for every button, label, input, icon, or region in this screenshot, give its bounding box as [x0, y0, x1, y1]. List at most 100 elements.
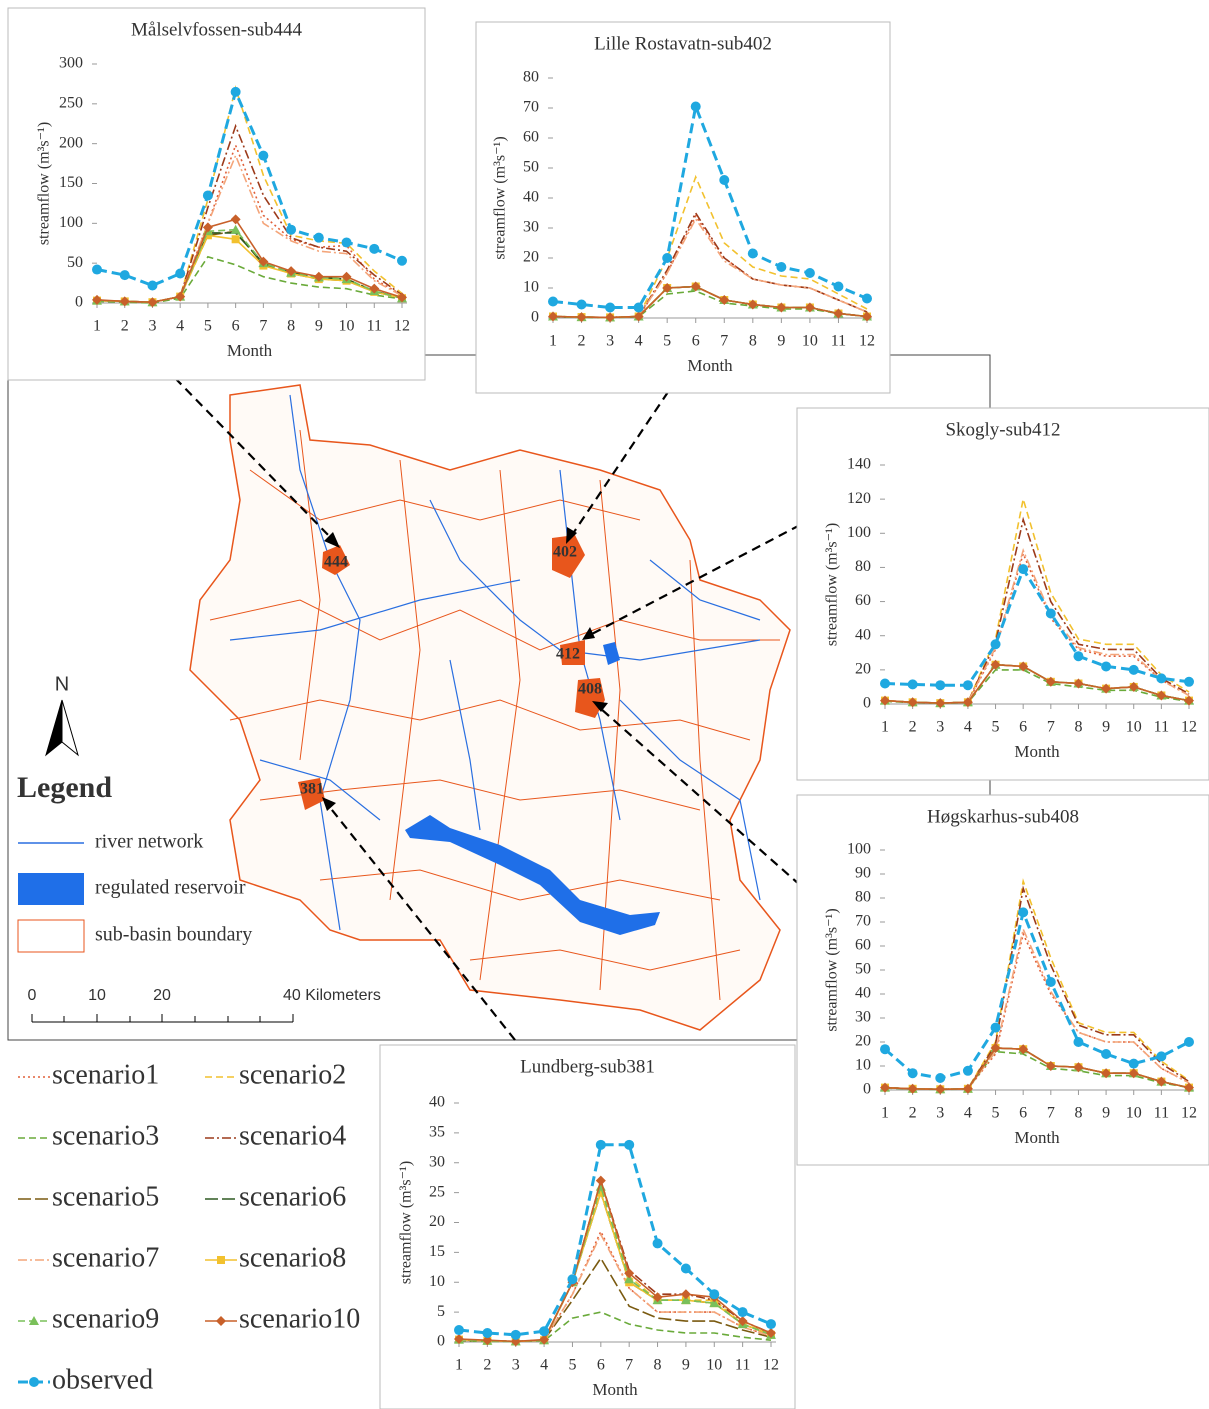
y-tick-label: 25 [429, 1183, 445, 1200]
legend-label: scenario7 [52, 1242, 159, 1273]
point [880, 678, 890, 689]
point [1101, 1049, 1112, 1059]
y-tick-label: 120 [847, 490, 871, 507]
x-tick-label: 11 [1154, 719, 1169, 736]
y-tick-label: 20 [429, 1213, 445, 1230]
y-tick-label: 90 [855, 865, 871, 882]
y-tick-label: 15 [429, 1243, 445, 1260]
x-tick-label: 7 [1047, 1105, 1055, 1122]
point [1018, 564, 1029, 575]
y-tick-label: 60 [855, 937, 871, 954]
x-tick-label: 1 [93, 318, 101, 335]
point [990, 659, 1001, 670]
north-label: N [55, 673, 69, 695]
point [605, 312, 616, 323]
x-tick-label: 1 [549, 333, 557, 350]
legend-label: scenario1 [52, 1059, 159, 1090]
point [1045, 608, 1056, 619]
x-tick-label: 7 [259, 318, 267, 335]
legend-marker [29, 1377, 39, 1387]
point [313, 271, 324, 282]
y-tick-label: 60 [855, 592, 871, 609]
map-legend-item: river network [95, 831, 203, 853]
legend-label: scenario2 [239, 1059, 346, 1090]
point [962, 697, 973, 708]
series-line [884, 516, 1190, 704]
point [510, 1329, 521, 1340]
y-tick-label: 100 [847, 524, 871, 541]
point [397, 292, 407, 303]
point [1045, 977, 1056, 987]
chart-box [796, 407, 1209, 781]
point [907, 1068, 918, 1079]
x-tick-label: 11 [831, 333, 846, 350]
point [539, 1334, 550, 1345]
point [1156, 690, 1167, 701]
y-tick-label: 70 [523, 99, 539, 116]
chart: Høgskarhus-sub408 0 10 20 30 40 50 60 70 80 90 100 1… [796, 794, 1209, 1166]
point [737, 1307, 748, 1318]
point [747, 299, 758, 310]
chart-title: Målselvfossen-sub444 [131, 19, 302, 40]
y-tick-label: 100 [847, 841, 871, 858]
point [230, 86, 241, 97]
x-tick-label: 7 [625, 1357, 633, 1374]
x-tick-label: 3 [512, 1357, 520, 1374]
point [369, 243, 380, 254]
y-tick-label: 10 [855, 1057, 871, 1074]
site-area [560, 640, 585, 665]
sub-basin-boundaries [209, 429, 780, 1001]
point [652, 1292, 663, 1303]
x-tick-label: 4 [964, 719, 972, 736]
y-tick-label: 0 [863, 695, 871, 712]
point [1018, 1044, 1029, 1055]
point [935, 1073, 946, 1083]
legend-label: scenario5 [52, 1181, 159, 1212]
x-axis-title: Month [592, 1380, 638, 1399]
site-label: 381 [300, 781, 324, 798]
point [567, 1274, 578, 1285]
point [662, 253, 673, 263]
point [605, 302, 616, 313]
x-tick-label: 12 [763, 1357, 779, 1374]
y-tick-label: 10 [429, 1273, 445, 1290]
legend-label: scenario6 [239, 1181, 346, 1212]
x-tick-label: 3 [936, 719, 944, 736]
y-tick-label: 5 [437, 1303, 445, 1320]
y-tick-label: 0 [863, 1081, 871, 1098]
scale-label: 40 Kilometers [283, 987, 381, 1004]
legend-label: scenario10 [239, 1303, 360, 1334]
point [1128, 1068, 1139, 1079]
point [1018, 907, 1029, 918]
point [747, 248, 758, 259]
y-tick-label: 200 [59, 134, 83, 151]
point [680, 1289, 691, 1300]
point [719, 175, 730, 185]
point [804, 268, 815, 278]
point [880, 695, 890, 706]
legend-marker [216, 1316, 226, 1326]
point [990, 1043, 1001, 1053]
point [862, 311, 872, 322]
point [962, 680, 973, 691]
point [766, 1328, 776, 1339]
site-area [298, 778, 325, 810]
y-axis-title: streamflow (m³s⁻¹) [492, 136, 509, 259]
point [1101, 1068, 1112, 1079]
point [576, 299, 587, 310]
x-tick-label: 9 [1102, 719, 1110, 736]
site-area [322, 545, 350, 575]
point [1128, 664, 1139, 675]
point [907, 697, 918, 708]
point [880, 1082, 890, 1093]
point [482, 1335, 493, 1346]
point [230, 214, 241, 225]
series-line [552, 290, 868, 319]
x-tick-label: 4 [635, 333, 643, 350]
series-line [884, 548, 1190, 704]
y-axis-title: streamflow (m³s⁻¹) [398, 1161, 415, 1284]
point [690, 101, 701, 112]
x-axis-title: Month [227, 341, 273, 360]
x-tick-label: 9 [682, 1357, 690, 1374]
